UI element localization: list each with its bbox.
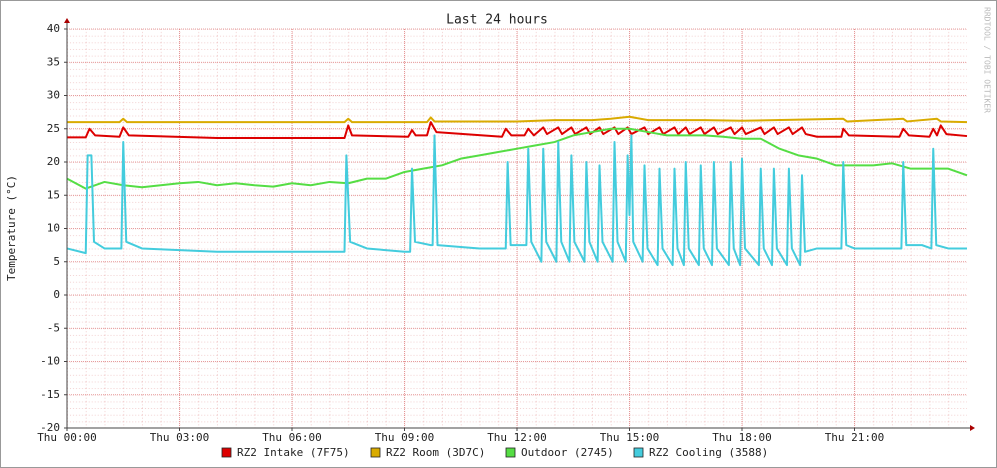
y-tick-label: 10 [47, 222, 60, 235]
y-arrow [64, 18, 70, 23]
plot [66, 115, 968, 267]
x-tick-label: Thu 15:00 [600, 431, 660, 444]
series-line [67, 115, 968, 124]
y-tick-label: 0 [53, 288, 60, 301]
y-tick-label: 5 [53, 255, 60, 268]
legend-label: RZ2 Intake (7F75) [237, 446, 350, 459]
x-tick-label: Thu 18:00 [712, 431, 772, 444]
y-tick-label: 35 [47, 55, 60, 68]
legend-label: Outdoor (2745) [521, 446, 614, 459]
y-tick-label: 25 [47, 122, 60, 135]
y-tick-label: -20 [40, 421, 60, 434]
legend-swatch [370, 447, 381, 458]
y-tick-label: 20 [47, 155, 60, 168]
grid: -20 -15 -10 -5 0 5 10 15 20 25 30 35 40 Thu 00:00 Thu … [37, 22, 967, 444]
y-tick-label: 15 [47, 188, 60, 201]
y-tick-label: -15 [40, 388, 60, 401]
y-tick-label: -5 [47, 321, 60, 334]
legend-label: RZ2 Room (3D7C) [386, 446, 485, 459]
x-tick-label: Thu 12:00 [487, 431, 547, 444]
y-tick-label: 40 [47, 22, 60, 35]
y-tick-label: 30 [47, 89, 60, 102]
watermark: RRDTOOL / TOBI OETIKER [983, 7, 992, 113]
legend-label: RZ2 Cooling (3588) [649, 446, 768, 459]
x-tick-label: Thu 00:00 [37, 431, 97, 444]
legend: RZ2 Intake (7F75) RZ2 Room (3D7C) Outdoor … [221, 446, 768, 459]
series-line [66, 127, 968, 190]
legend-swatch [633, 447, 644, 458]
x-tick-label: Thu 03:00 [150, 431, 210, 444]
legend-swatch [505, 447, 516, 458]
x-tick-label: Thu 09:00 [375, 431, 435, 444]
legend-swatch [221, 447, 232, 458]
axes [64, 18, 975, 431]
y-axis-label: Temperature (°C) [5, 175, 18, 281]
x-arrow [970, 425, 975, 431]
x-tick-label: Thu 21:00 [825, 431, 885, 444]
chart-title: Last 24 hours [446, 13, 548, 28]
series-line [66, 134, 967, 267]
x-tick-label: Thu 06:00 [262, 431, 322, 444]
y-tick-label: -10 [40, 355, 60, 368]
